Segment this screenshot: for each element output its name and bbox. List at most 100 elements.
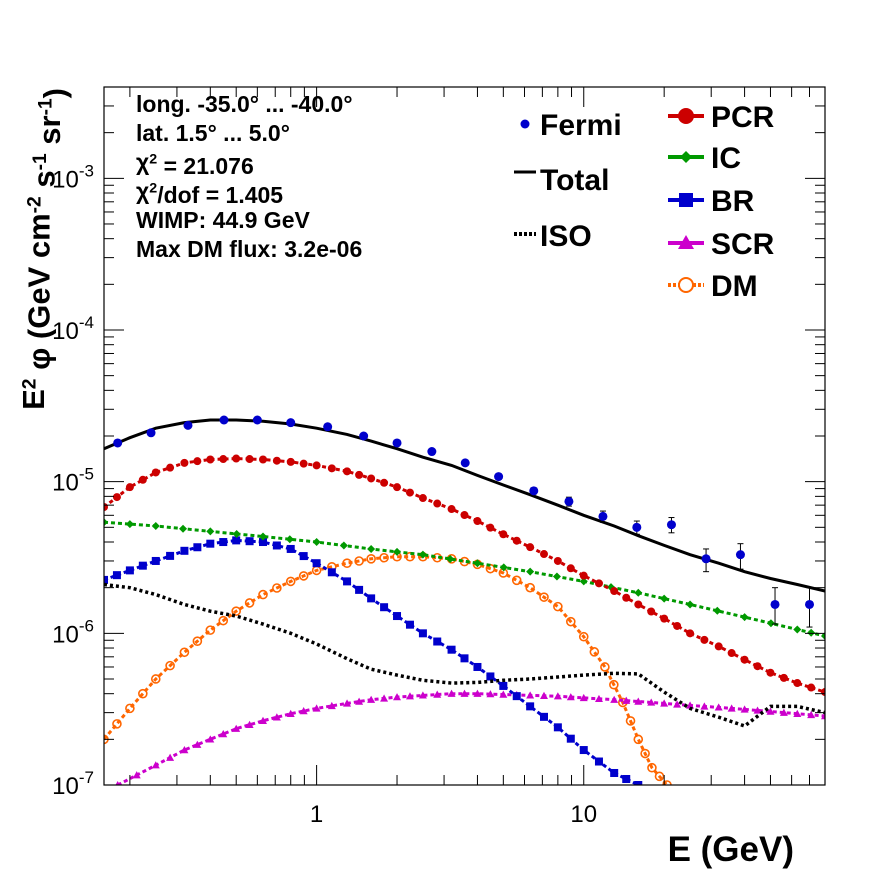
y-tick-base: 10 (52, 166, 79, 193)
fermi-point (666, 520, 676, 530)
fermi-point (183, 420, 193, 430)
series-pcr-point (206, 455, 215, 464)
legend-marker (679, 193, 693, 207)
y-axis-title-part: -1 (35, 98, 56, 115)
series-ic-point (125, 520, 134, 529)
series-br-point (166, 551, 175, 560)
series-scr-point (499, 690, 508, 698)
y-axis-title-part: s (27, 170, 62, 196)
series-scr-point (821, 712, 825, 720)
series-pcr-point (700, 635, 709, 644)
series-br-point (460, 654, 469, 663)
y-tick-label: 10-7 (52, 768, 94, 800)
fermi-point (494, 472, 504, 482)
series-pcr-point (793, 679, 802, 688)
series-scr-point (418, 691, 427, 699)
fermi-point (113, 438, 123, 448)
series-br-point (151, 556, 160, 565)
series-dm-point (366, 554, 376, 564)
series-pcr-point (647, 607, 656, 616)
series-br-point (112, 571, 121, 580)
series-pcr-point (393, 483, 402, 492)
series-scr-point (299, 707, 308, 715)
series-dm-point (578, 631, 589, 642)
fermi-point (427, 447, 437, 457)
series-dm-point (112, 719, 122, 729)
series-scr-point (272, 713, 281, 721)
series-scr-point (579, 693, 588, 702)
fermi-point (146, 428, 156, 438)
series-scr-point (405, 692, 414, 700)
legend-label: BR (711, 185, 755, 218)
series-br-point (367, 594, 376, 603)
series-pcr-point (499, 530, 508, 539)
fermi-point (735, 550, 745, 560)
x-tick-label: 1 (310, 801, 323, 828)
series-scr-point (673, 700, 682, 708)
legend-marker (678, 235, 694, 249)
series-br-point (327, 568, 336, 577)
info-line-part: Max DM flux: 3.2e-06 (136, 236, 362, 262)
series-pcr (104, 454, 825, 697)
legend-marker (680, 151, 692, 163)
legend-marker (678, 277, 694, 293)
series-br-point (193, 543, 202, 552)
series-pcr-point (594, 579, 603, 588)
series-scr-point (486, 690, 495, 698)
series-scr-point (727, 704, 736, 712)
legend-label: ISO (540, 220, 592, 253)
series-dm-point (138, 688, 148, 699)
series-scr-point (355, 697, 364, 705)
series-pcr-point (512, 536, 521, 545)
series-ic-point (446, 554, 455, 563)
series-scr-point (610, 695, 619, 703)
y-axis-title-part: E (16, 389, 51, 410)
fermi-point (392, 438, 402, 448)
series-scr-point (312, 704, 321, 712)
series-pcr-point (286, 457, 295, 466)
fermi-point (219, 415, 229, 425)
series-scr-point (151, 761, 160, 769)
plot-text: 10-710-610-510-410-31 10E (GeV)E2 φ (GeV … (16, 88, 794, 869)
legend-label: Fermi (540, 109, 622, 142)
x-tick-label: 10 (570, 801, 597, 828)
series-pcr-point (166, 463, 175, 472)
info-line: WIMP: 44.9 GeV (136, 207, 310, 233)
series-pcr-point (714, 642, 723, 651)
fermi-point (323, 422, 333, 432)
series-pcr-point (112, 493, 121, 502)
series-scr-point (180, 746, 189, 754)
series-dm-point (654, 771, 665, 782)
series-dm-point (609, 679, 619, 690)
series-br-point (418, 629, 427, 638)
info-line-part: 2 (149, 152, 157, 168)
series-br-point (622, 774, 631, 783)
series-ic-point (206, 527, 215, 536)
legend-label: PCR (711, 101, 775, 134)
legend-item-ic: IC (668, 142, 741, 175)
series-scr-point (433, 690, 442, 698)
series-scr-point (540, 691, 549, 699)
series-pcr-point (622, 593, 631, 602)
series-scr-point (553, 692, 562, 700)
series-ic-point (740, 613, 749, 622)
series-scr-point (700, 702, 709, 710)
series-br-point (343, 577, 352, 586)
series-ic-point (686, 600, 695, 609)
info-line-part: /dof = 1.405 (157, 182, 283, 208)
series-pcr-point (740, 655, 749, 664)
series-br-point (553, 723, 562, 732)
series-pcr-point (343, 467, 352, 476)
series-dm-point (285, 576, 296, 587)
series-scr-point (380, 694, 389, 702)
series-ic-point (552, 572, 561, 581)
info-line: long. -35.0° ... -40.0° (136, 91, 353, 117)
y-axis-title-part: ) (37, 88, 72, 98)
info-line-part: = 21.076 (157, 153, 254, 179)
info-line: χ2/dof = 1.405 (136, 178, 283, 208)
series-scr-point (622, 696, 631, 704)
series-ic-point (232, 529, 241, 538)
series-pcr-point (312, 461, 321, 470)
y-axis-title-part: 2 (19, 379, 40, 390)
